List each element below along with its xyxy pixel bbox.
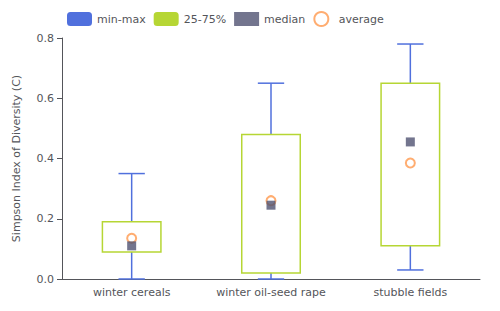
svg-text:winter oil-seed rape: winter oil-seed rape (216, 286, 326, 299)
svg-text:average: average (339, 13, 384, 26)
svg-text:0.0: 0.0 (37, 273, 55, 286)
svg-text:Simpson Index of Diversity (C): Simpson Index of Diversity (C) (10, 75, 23, 242)
svg-text:stubble fields: stubble fields (373, 286, 447, 299)
svg-text:winter cereals: winter cereals (93, 286, 171, 299)
svg-text:25-75%: 25-75% (184, 13, 226, 26)
svg-text:0.6: 0.6 (37, 92, 55, 105)
svg-text:0.2: 0.2 (37, 212, 55, 225)
svg-text:0.4: 0.4 (37, 152, 55, 165)
svg-text:min-max: min-max (97, 13, 146, 26)
svg-text:median: median (264, 13, 305, 26)
svg-text:0.8: 0.8 (37, 32, 55, 45)
